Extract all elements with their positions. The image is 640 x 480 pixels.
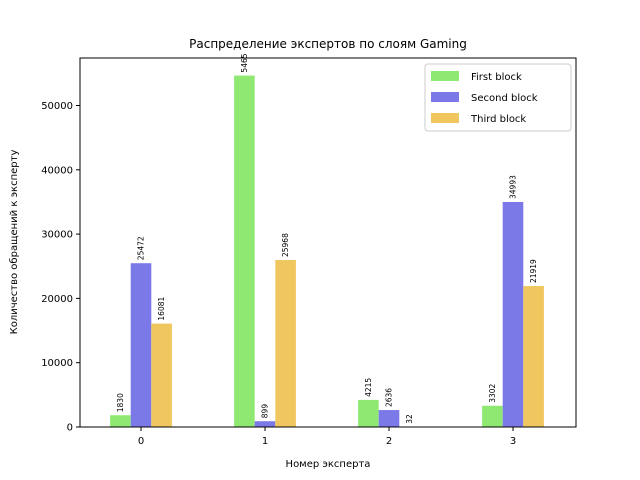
legend-swatch	[431, 92, 459, 102]
y-tick-label: 20000	[41, 294, 73, 305]
bar-third-block-1	[275, 260, 296, 427]
legend-label: First block	[471, 72, 522, 83]
bar-first-block-0	[110, 415, 131, 427]
plot-frame	[79, 57, 577, 428]
data-label: 25472	[137, 236, 146, 260]
data-label: 899	[261, 404, 270, 419]
bar-first-block-2	[358, 399, 379, 427]
data-label: 1830	[116, 393, 125, 412]
y-tick-label: 30000	[41, 230, 73, 241]
data-label: 34993	[509, 175, 518, 199]
x-tick-label: 0	[138, 436, 144, 447]
bar-second-block-1	[254, 421, 276, 427]
legend-label: Third block	[470, 114, 526, 125]
legend-swatch	[431, 71, 459, 81]
y-tick-label: 10000	[41, 358, 73, 369]
y-axis-title: Количество обращений к эксперту	[9, 150, 20, 335]
x-tick-label: 1	[262, 436, 268, 447]
bars-group	[110, 75, 544, 427]
x-axis: 0 1 2 3	[138, 427, 516, 447]
y-axis: 0 10000 20000 30000 40000 50000	[41, 101, 80, 434]
data-label: 2636	[385, 388, 394, 407]
data-label: 32	[405, 414, 414, 424]
data-label: 4215	[364, 378, 373, 397]
data-label: 16081	[157, 297, 166, 321]
bar-second-block-3	[502, 201, 524, 427]
y-tick-label: 40000	[41, 165, 73, 176]
data-label: 5465	[240, 53, 249, 72]
data-labels-group: 1830 5465 4215 3302 25472 899 2636 34993 16081 25…	[116, 53, 538, 424]
y-tick-label: 0	[67, 423, 73, 434]
bar-third-block-0	[151, 323, 172, 427]
bar-second-block-0	[130, 263, 152, 427]
legend-label: Second block	[471, 93, 538, 104]
bar-first-block-1	[234, 75, 255, 427]
legend: First block Second block Third block	[424, 63, 572, 132]
bar-third-block-3	[523, 286, 544, 427]
data-label: 21919	[529, 259, 538, 283]
data-label: 25968	[281, 233, 290, 257]
chart-title: Распределение экспертов по слоям Gaming	[189, 37, 467, 51]
y-tick-label: 50000	[41, 101, 73, 112]
data-label: 3302	[488, 383, 497, 402]
x-axis-title: Номер эксперта	[286, 459, 371, 470]
bar-first-block-3	[482, 405, 503, 427]
legend-box	[424, 63, 572, 132]
legend-swatch	[431, 113, 459, 123]
x-tick-label: 2	[386, 436, 392, 447]
x-tick-label: 3	[510, 436, 516, 447]
bar-second-block-2	[378, 410, 400, 427]
